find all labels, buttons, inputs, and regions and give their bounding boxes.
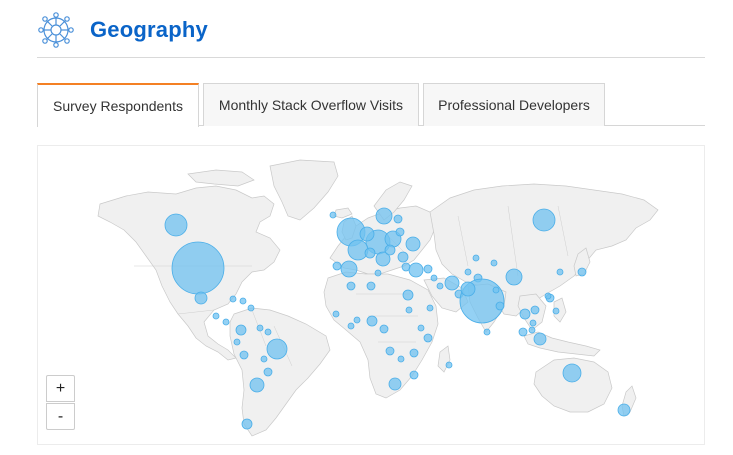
zoom-out-button[interactable]: - [46, 403, 75, 430]
tab-survey-respondents[interactable]: Survey Respondents [37, 83, 199, 127]
bubble-sweden[interactable] [375, 207, 393, 225]
bubble[interactable] [263, 367, 273, 377]
bubble-new-zealand[interactable] [617, 403, 631, 417]
bubble[interactable] [423, 264, 433, 274]
bubble-brazil[interactable] [266, 338, 288, 360]
bubble[interactable] [239, 350, 249, 360]
bubble[interactable] [212, 312, 220, 320]
bubble-united-states[interactable] [171, 241, 225, 295]
bubble-korea[interactable] [556, 268, 564, 276]
bubble[interactable] [233, 338, 241, 346]
bubble[interactable] [353, 316, 361, 324]
bubble-china[interactable] [505, 268, 523, 286]
world-map[interactable]: + - [37, 145, 705, 445]
page-title: Geography [90, 17, 208, 42]
bubble[interactable] [519, 308, 531, 320]
bubble[interactable] [528, 326, 536, 334]
bubble-ukraine[interactable] [405, 236, 421, 252]
bubble-italy[interactable] [375, 251, 391, 267]
bubble-vietnam[interactable] [530, 305, 540, 315]
zoom-in-button[interactable]: + [46, 375, 75, 402]
tab-professional-developers[interactable]: Professional Developers [423, 83, 605, 126]
bubble[interactable] [366, 281, 376, 291]
bubble[interactable] [264, 328, 272, 336]
bubble-france[interactable] [347, 239, 369, 261]
tab-monthly-stack-overflow-visits[interactable]: Monthly Stack Overflow Visits [203, 83, 419, 126]
bubble-colombia[interactable] [235, 324, 247, 336]
bubble[interactable] [409, 348, 419, 358]
bubble[interactable] [472, 254, 480, 262]
bubble-argentina[interactable] [249, 377, 265, 393]
bubble[interactable] [347, 322, 355, 330]
globe-network-icon [38, 12, 74, 48]
bubble-sri-lanka[interactable] [483, 328, 491, 336]
bubble[interactable] [395, 227, 405, 237]
bubble-iran[interactable] [444, 275, 460, 291]
bubble[interactable] [417, 324, 425, 332]
tab-label: Monthly Stack Overflow Visits [218, 97, 404, 113]
bubble[interactable] [256, 324, 264, 332]
bubble-pakistan[interactable] [460, 281, 476, 297]
bubble[interactable] [229, 295, 237, 303]
landmass-australia [533, 357, 613, 413]
bubble[interactable] [397, 355, 405, 363]
bubble[interactable] [239, 297, 247, 305]
bubble-south-africa[interactable] [388, 377, 402, 391]
bubble[interactable] [329, 211, 337, 219]
bubble-netherlands[interactable] [359, 226, 375, 242]
bubble-nigeria[interactable] [366, 315, 378, 327]
bubble[interactable] [393, 214, 403, 224]
bubble[interactable] [409, 370, 419, 380]
bubble[interactable] [529, 319, 537, 327]
bubble-morocco[interactable] [346, 281, 356, 291]
bubble-indonesia[interactable] [533, 332, 547, 346]
bubble[interactable] [464, 268, 472, 276]
bubble[interactable] [397, 251, 409, 263]
bubble[interactable] [384, 244, 396, 256]
tab-label: Professional Developers [438, 97, 590, 113]
bubble-egypt[interactable] [402, 289, 414, 301]
bubble[interactable] [405, 306, 413, 314]
bubble[interactable] [492, 286, 500, 294]
bubble-spain[interactable] [340, 260, 358, 278]
bubble[interactable] [332, 310, 340, 318]
respondent-bubbles [164, 207, 631, 430]
bubble-japan[interactable] [577, 267, 587, 277]
bubble-russia[interactable] [532, 208, 556, 232]
bubble-taiwan[interactable] [544, 292, 552, 300]
tab-label: Survey Respondents [53, 98, 183, 114]
bubble[interactable] [436, 282, 444, 290]
bubble[interactable] [379, 324, 389, 334]
bubble-mexico[interactable] [194, 291, 208, 305]
bubble[interactable] [445, 361, 453, 369]
bubble[interactable] [260, 355, 268, 363]
landmass-iceland [333, 207, 353, 219]
bubble[interactable] [430, 274, 438, 282]
bubble-malaysia[interactable] [518, 327, 528, 337]
bubble[interactable] [495, 301, 505, 311]
section-header: Geography [37, 10, 208, 50]
bubble-portugal[interactable] [332, 261, 342, 271]
bubble[interactable] [247, 304, 255, 312]
bubble[interactable] [364, 247, 376, 259]
bubble-chile[interactable] [241, 418, 253, 430]
landmass-africa [323, 271, 439, 399]
landmass-arctic-islands [187, 169, 255, 187]
bubble[interactable] [222, 318, 230, 326]
bubble[interactable] [385, 346, 395, 356]
world-map-canvas [97, 159, 659, 437]
bubble-kenya[interactable] [423, 333, 433, 343]
tab-bar: Survey Respondents Monthly Stack Overflo… [37, 83, 705, 127]
landmass-south-america [229, 307, 331, 437]
bubble-canada[interactable] [164, 213, 188, 237]
bubble[interactable] [426, 304, 434, 312]
landmass-greenland [269, 159, 339, 221]
bubble-philippines[interactable] [552, 307, 560, 315]
bubble[interactable] [490, 259, 498, 267]
bubble-turkey[interactable] [408, 262, 424, 278]
header-divider [37, 57, 705, 58]
bubble[interactable] [374, 269, 382, 277]
bubble-australia[interactable] [562, 363, 582, 383]
